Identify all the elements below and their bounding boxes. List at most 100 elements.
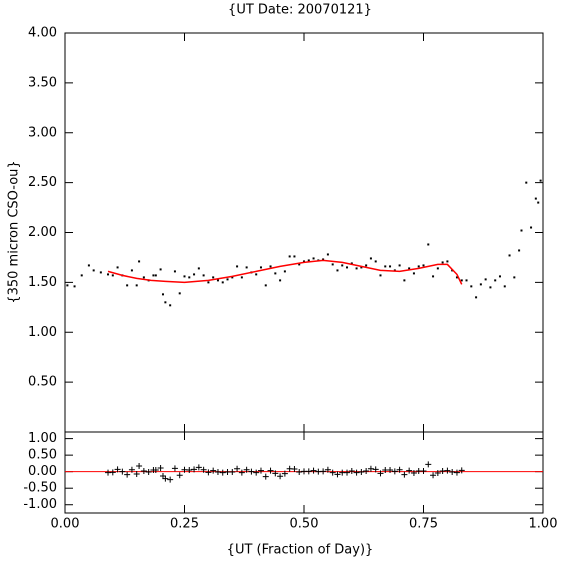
data-point [403, 279, 406, 282]
data-point [369, 257, 372, 260]
data-point [475, 296, 478, 299]
residual-point [176, 472, 183, 479]
residual-point [214, 469, 221, 476]
data-point [365, 264, 368, 267]
residual-point [444, 467, 451, 474]
data-point [188, 276, 191, 279]
residual-point [453, 469, 460, 476]
data-point [303, 260, 305, 263]
residual-point [420, 468, 427, 475]
residual-point [434, 469, 441, 476]
y-tick-label: 4.00 [28, 26, 57, 41]
residual-point [109, 469, 116, 476]
fit-line [107, 259, 463, 285]
x-tick-label: 0.25 [170, 517, 199, 532]
y-tick-label: 3.00 [28, 125, 57, 140]
data-point [360, 266, 363, 269]
data-point [539, 179, 542, 182]
data-point [412, 272, 415, 275]
data-point [341, 264, 344, 267]
residual-point [377, 470, 384, 477]
residual-point [430, 472, 437, 479]
residual-point [387, 467, 394, 474]
data-point [173, 270, 176, 273]
y-tick-label: 0.50 [28, 448, 57, 463]
residual-point [401, 471, 408, 478]
residual-point [262, 473, 269, 480]
y-tick-label: 1.00 [28, 431, 57, 446]
data-point [264, 284, 267, 287]
data-point [331, 263, 334, 266]
data-point [107, 273, 110, 276]
residual-point [334, 471, 341, 478]
y-tick-label: -1.00 [23, 497, 57, 512]
data-point [503, 285, 506, 288]
residual-point [234, 465, 241, 472]
y-tick-label: 2.00 [28, 225, 57, 240]
residual-point [272, 470, 279, 477]
y-tick-label: 3.50 [28, 75, 57, 90]
residual-point [324, 466, 331, 473]
data-point [212, 276, 215, 279]
data-point [525, 181, 528, 184]
residual-point [267, 467, 274, 474]
data-point [312, 257, 315, 260]
residual-point [114, 466, 121, 473]
data-point [80, 274, 83, 277]
data-point [479, 283, 482, 286]
data-point [183, 275, 186, 278]
data-point [298, 263, 301, 266]
data-point [508, 254, 511, 257]
x-tick-label: 0.75 [409, 517, 438, 532]
data-point [322, 258, 325, 261]
data-point [498, 275, 501, 278]
data-point [494, 279, 497, 282]
x-tick-label: 1.00 [529, 517, 558, 532]
residual-point [145, 469, 152, 476]
residual-point [171, 465, 178, 472]
chart-title: {UT Date: 20070121} [228, 3, 372, 18]
data-point [274, 272, 277, 275]
data-point [154, 274, 157, 277]
data-point [432, 275, 435, 278]
data-point [436, 267, 439, 270]
data-point [534, 197, 537, 200]
data-point [197, 267, 200, 270]
residual-point [152, 467, 159, 474]
data-point [221, 281, 224, 284]
data-point [159, 268, 162, 271]
y-tick-label: 1.50 [28, 275, 57, 290]
data-point [135, 284, 138, 287]
data-point [470, 285, 473, 288]
residual-point [128, 466, 135, 473]
residual-point [219, 469, 226, 476]
data-point [484, 278, 487, 281]
residual-point [253, 469, 260, 476]
data-point [374, 260, 377, 263]
residual-point [320, 468, 327, 475]
residual-point [458, 467, 465, 474]
data-point [279, 279, 282, 282]
data-point [455, 276, 458, 279]
residual-point [210, 467, 217, 474]
data-point [307, 259, 310, 262]
data-point [236, 265, 239, 268]
data-point [202, 274, 205, 277]
plot-frame [64, 32, 544, 433]
data-point [207, 281, 210, 284]
data-point [408, 267, 411, 270]
residual-point [167, 476, 174, 483]
data-point [417, 265, 420, 268]
data-point [288, 255, 291, 258]
data-point [116, 266, 119, 269]
data-point [130, 269, 133, 272]
y-tick-label: -0.50 [23, 481, 57, 496]
data-point [518, 249, 521, 252]
y-tick-label: 2.50 [28, 175, 57, 190]
data-point [87, 264, 90, 267]
data-point [537, 201, 540, 204]
data-point [255, 273, 258, 276]
data-point [240, 276, 243, 279]
residual-point [191, 466, 198, 473]
x-axis-label: {UT (Fraction of Day)} [227, 543, 374, 558]
